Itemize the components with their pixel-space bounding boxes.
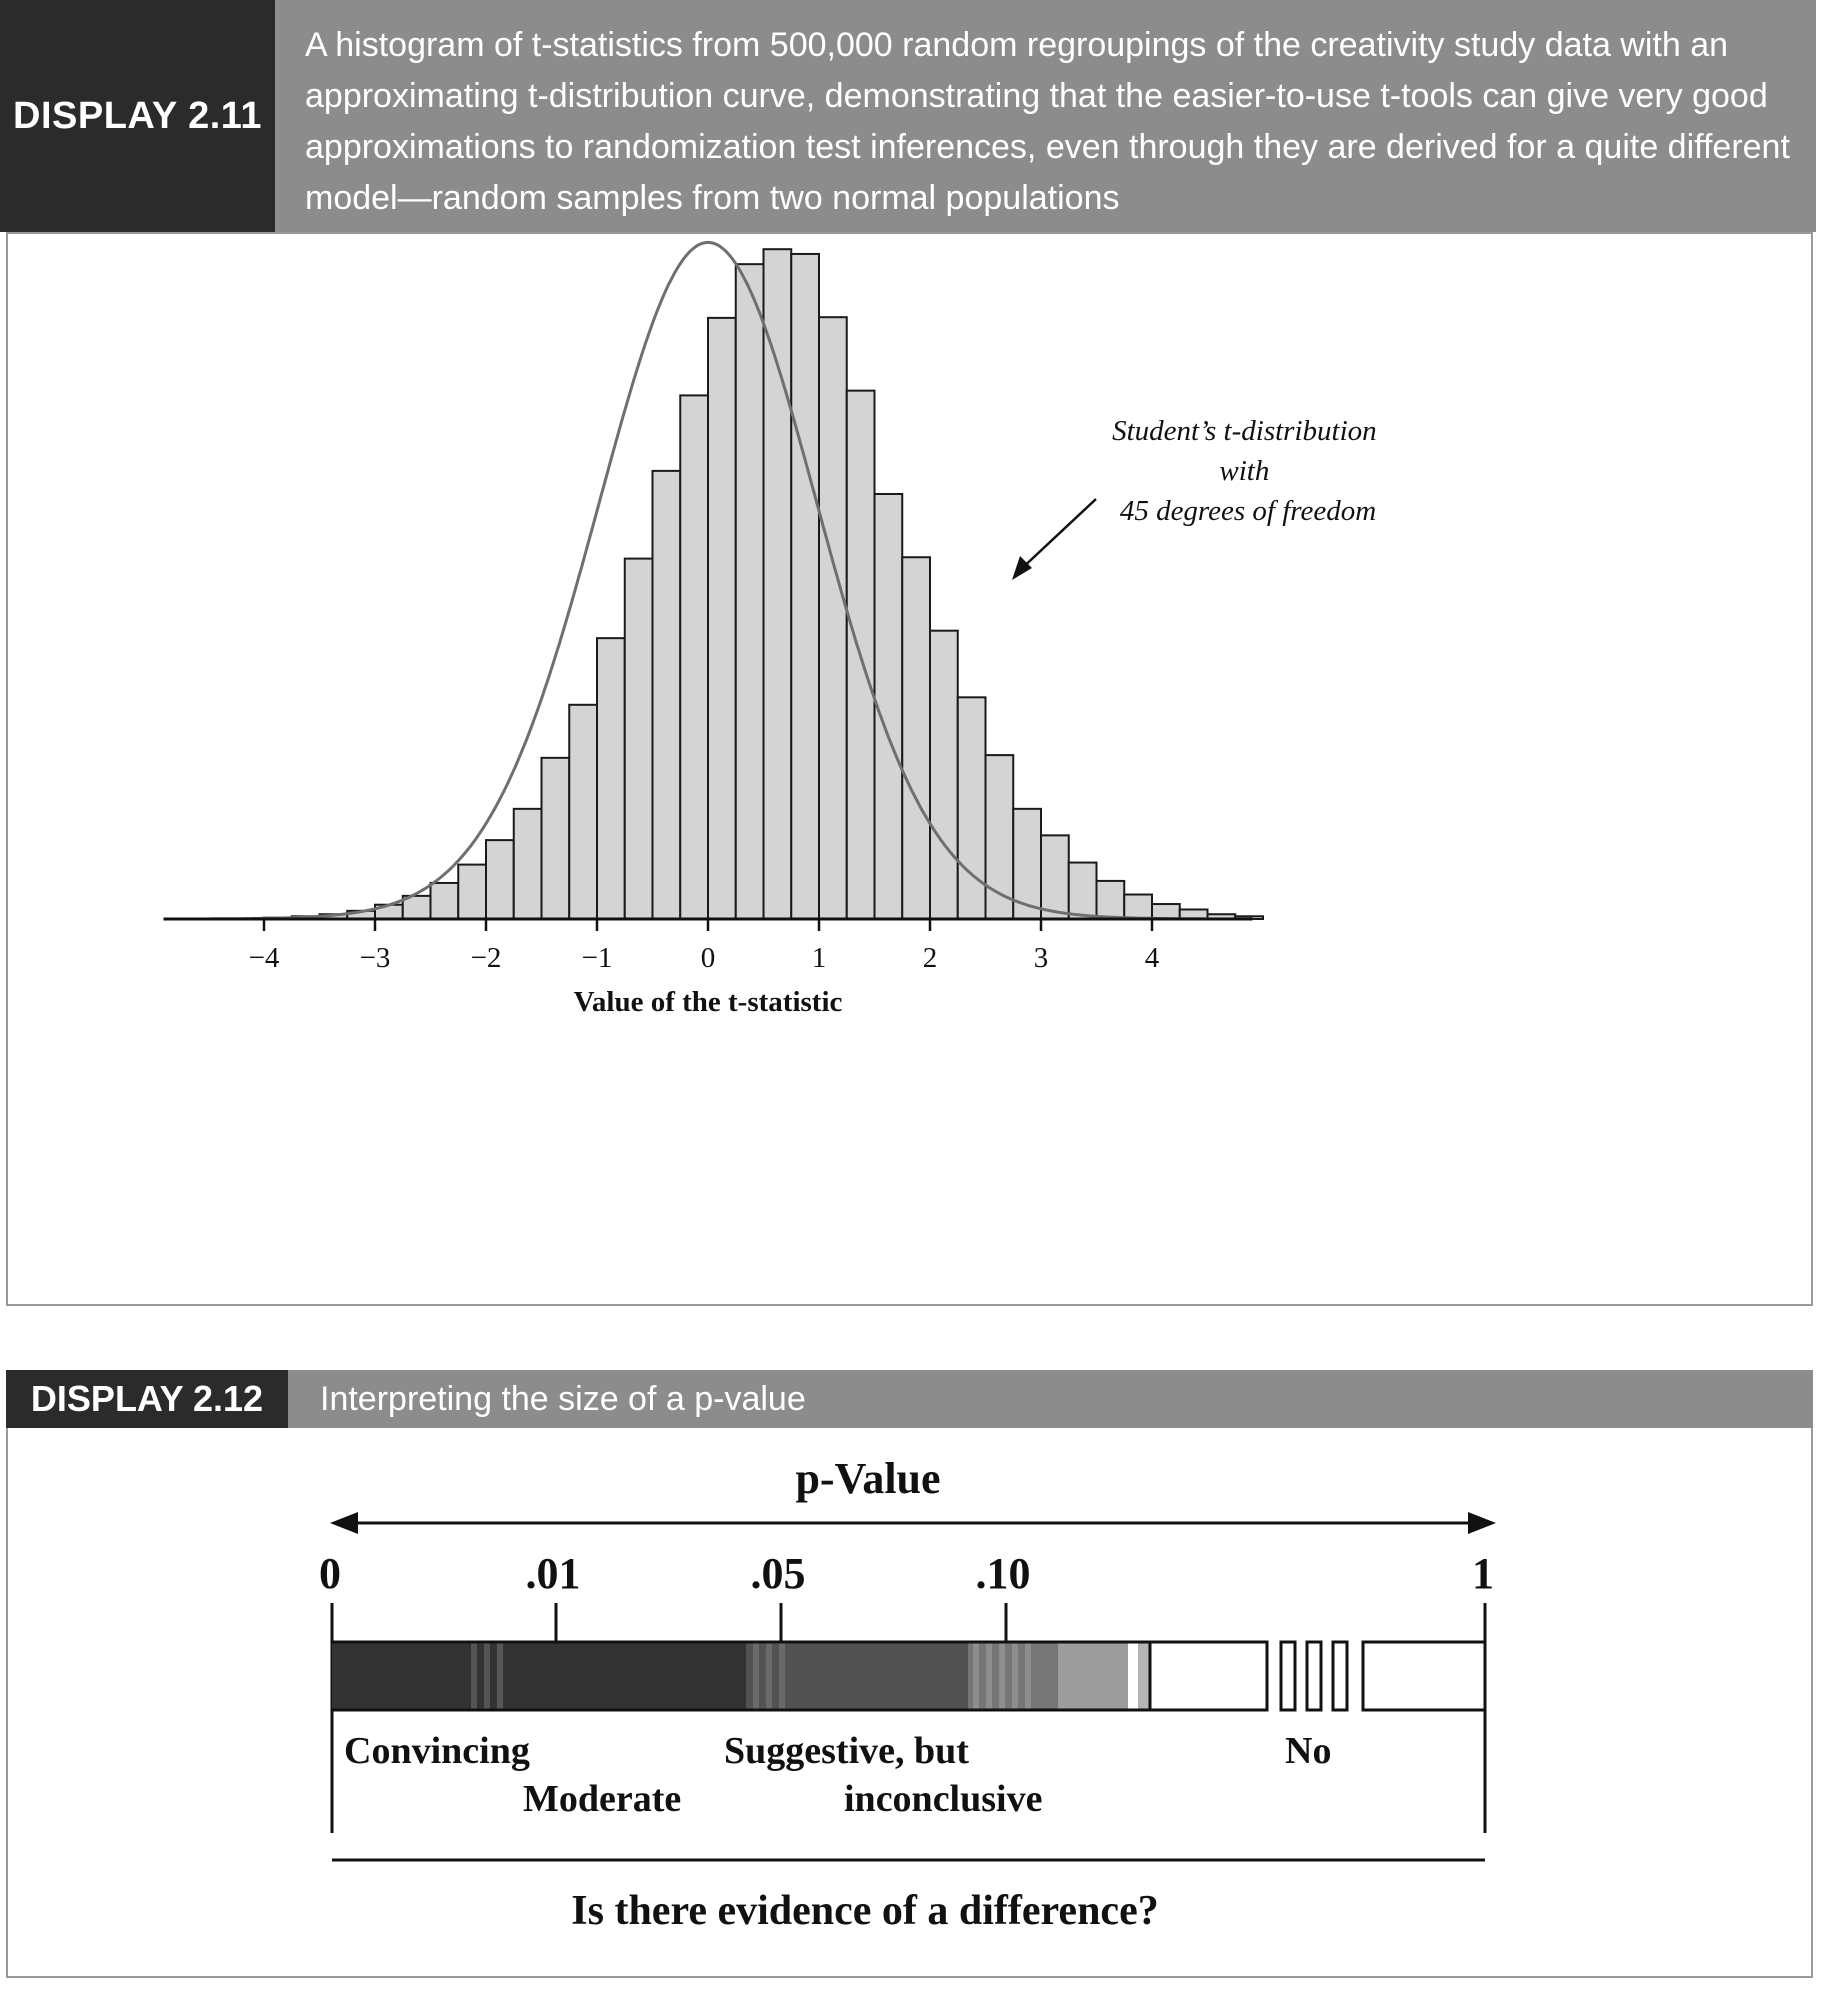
- scale-label-005: .05: [751, 1549, 806, 1598]
- histogram-bar: [596, 637, 626, 920]
- annotation-arrowhead: [1012, 556, 1032, 580]
- annotation-line-1: Student’s t-distribution: [1112, 415, 1377, 447]
- display-212-header: DISPLAY 2.12 Interpreting the size of a …: [6, 1370, 1813, 1428]
- annotation-line-3: 45 degrees of freedom: [1120, 495, 1376, 527]
- histogram-bar: [901, 556, 931, 920]
- histogram-bar: [485, 839, 515, 920]
- svg-text:Student’s t-distribution: Student’s t-distribution with 45 degrees…: [1112, 415, 1384, 527]
- histogram-bar: [623, 557, 654, 920]
- right-arrowhead: [1468, 1512, 1496, 1534]
- x-tick-label: −2: [471, 942, 502, 974]
- histogram-bar: [707, 316, 737, 920]
- x-tick-label: −1: [582, 942, 613, 974]
- x-tick-label: 0: [701, 942, 716, 974]
- display-211-caption: A histogram of t-statistics from 500,000…: [275, 0, 1816, 232]
- zone-label-moderate: Moderate: [523, 1778, 681, 1820]
- histogram-bar: [845, 389, 876, 920]
- x-axis-label: Value of the t-statistic: [574, 986, 843, 1018]
- display-212-tag: DISPLAY 2.12: [6, 1370, 288, 1428]
- zone-label-suggestive-2: inconclusive: [844, 1778, 1042, 1820]
- histogram-bar: [734, 263, 765, 921]
- evidence-bar: [332, 1640, 1487, 1712]
- histogram-bar: [1123, 893, 1153, 921]
- histogram-bar: [762, 248, 793, 920]
- scale-label-010: .10: [976, 1549, 1031, 1598]
- x-tick-label: 3: [1034, 942, 1049, 974]
- scale-label-0: 0: [319, 1549, 341, 1598]
- t-statistic-histogram: −4 −3 −2 −1 0 1 2 3 4 Value of the t-statistic S…: [163, 240, 1384, 1018]
- histogram-bars: [263, 248, 1264, 921]
- histogram-bar: [540, 756, 571, 921]
- zone-label-suggestive-1: Suggestive, but: [724, 1730, 969, 1772]
- histogram-bar: [1151, 903, 1181, 920]
- curve-annotation: Student’s t-distribution with 45 degrees…: [1012, 415, 1384, 580]
- scale-label-001: .01: [526, 1549, 581, 1598]
- display-211-tag: DISPLAY 2.11: [0, 0, 275, 232]
- histogram-bar: [1095, 879, 1126, 920]
- histogram-bar: [651, 469, 682, 920]
- annotation-arrow: [1017, 498, 1097, 573]
- zone-label-no: No: [1285, 1730, 1331, 1772]
- left-arrowhead: [330, 1512, 358, 1534]
- t-distribution-curve: [208, 240, 1208, 921]
- histogram-bar: [568, 703, 598, 920]
- display-211-panel: −4 −3 −2 −1 0 1 2 3 4 Value of the t-statistic S…: [6, 232, 1813, 1306]
- histogram-bar: [818, 316, 848, 920]
- x-tick-label: 2: [923, 942, 938, 974]
- histogram-bar: [956, 696, 987, 920]
- histogram-bar: [429, 881, 460, 921]
- histogram-bar: [679, 394, 709, 920]
- display-212-caption: Interpreting the size of a p-value: [288, 1370, 1813, 1428]
- histogram-bar: [512, 807, 543, 921]
- histogram-bar: [1040, 834, 1070, 920]
- zone-label-convincing: Convincing: [344, 1730, 530, 1772]
- p-value-title: p-Value: [795, 1454, 940, 1503]
- histogram-bar: [790, 252, 820, 920]
- scale-label-1: 1: [1472, 1549, 1494, 1598]
- histogram-bar: [929, 629, 959, 920]
- display-212-panel: p-Value 0 .01 .05 .10 1: [6, 1428, 1813, 1978]
- x-tick-label: −3: [360, 942, 391, 974]
- p-value-scale: p-Value 0 .01 .05 .10 1: [319, 1454, 1496, 1934]
- x-tick-label: −4: [249, 942, 280, 974]
- annotation-line-2: with: [1219, 455, 1269, 487]
- histogram-bar: [1067, 861, 1098, 920]
- histogram-bar: [457, 863, 487, 920]
- x-tick-label: 1: [812, 942, 827, 974]
- display-211-header: DISPLAY 2.11 A histogram of t-statistics…: [0, 0, 1816, 232]
- x-tick-label: 4: [1145, 942, 1160, 974]
- evidence-question: Is there evidence of a difference?: [571, 1888, 1158, 1934]
- x-axis-ticks: −4 −3 −2 −1 0 1 2 3 4: [249, 919, 1160, 974]
